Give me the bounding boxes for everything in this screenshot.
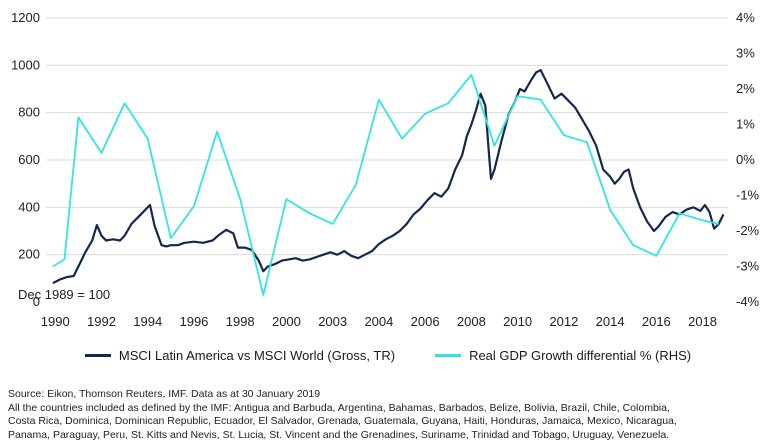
- footer-notes: Source: Eikon, Thomson Reuters, IMF. Dat…: [8, 388, 772, 442]
- right-tick-label: 1%: [736, 117, 755, 132]
- x-tick-label: 1994: [133, 314, 162, 329]
- x-axis-ticks: 1990 1992 1994 1996 1998 2000 2003 2004 2006 2008…: [41, 314, 717, 329]
- x-tick-label: 1998: [226, 314, 255, 329]
- left-tick-label: 400: [18, 199, 40, 214]
- right-tick-label: 0%: [736, 152, 755, 167]
- x-tick-label: 1992: [87, 314, 116, 329]
- left-tick-label: 1000: [11, 57, 40, 72]
- series-line-msci: [52, 68, 725, 285]
- right-tick-label: -2%: [736, 223, 760, 238]
- source-note: Source: Eikon, Thomson Reuters, IMF. Dat…: [8, 388, 321, 400]
- right-axis-ticks: -4% -3% -2% -1% 0% 1% 2% 3% 4%: [736, 10, 760, 309]
- left-tick-label: 1200: [11, 10, 40, 25]
- x-tick-label: 1996: [179, 314, 208, 329]
- left-tick-label: 200: [18, 247, 40, 262]
- x-tick-label: 2018: [688, 314, 717, 329]
- countries-note-3: Panama, Paraguay, Peru, St. Kitts and Ne…: [8, 428, 670, 441]
- x-tick-label: 2000: [272, 314, 301, 329]
- right-tick-label: -3%: [736, 259, 760, 274]
- left-tick-label: 800: [18, 105, 40, 120]
- right-tick-label: 4%: [736, 10, 755, 25]
- series-lines: [52, 68, 725, 296]
- x-tick-label: 2006: [411, 314, 440, 329]
- x-tick-label: 2016: [642, 314, 671, 329]
- x-tick-label: 2010: [503, 314, 532, 329]
- legend-item-gdp: Real GDP Growth differential % (RHS): [435, 348, 691, 363]
- legend-label-msci: MSCI Latin America vs MSCI World (Gross,…: [118, 347, 396, 363]
- legend-swatch-gdp: [435, 353, 462, 357]
- right-tick-label: -4%: [736, 294, 760, 309]
- x-tick-label: 2003: [318, 314, 347, 329]
- legend-label-gdp: Real GDP Growth differential % (RHS): [469, 347, 692, 363]
- right-tick-label: 3%: [736, 46, 755, 61]
- x-tick-label: 2012: [549, 314, 578, 329]
- left-tick-label: 0: [33, 294, 40, 309]
- right-tick-label: 2%: [736, 81, 755, 96]
- x-tick-label: 2004: [364, 314, 393, 329]
- x-tick-label: 2014: [596, 314, 625, 329]
- x-tick-label: 2008: [457, 314, 486, 329]
- countries-note-1: All the countries included as defined by…: [8, 401, 670, 414]
- line-chart: 0 200 400 600 800 1000 1200 -4% -3% -2% -1% 0% 1% 2%…: [11, 10, 760, 329]
- legend-item-msci: MSCI Latin America vs MSCI World (Gross,…: [84, 347, 396, 363]
- x-tick-label: 1990: [41, 314, 70, 329]
- left-tick-label: 600: [18, 152, 40, 167]
- right-tick-label: -1%: [736, 188, 760, 203]
- countries-note-2: Costa Rica, Dominica, Dominican Republic…: [8, 415, 677, 427]
- left-axis-ticks: 0 200 400 600 800 1000 1200: [11, 10, 40, 309]
- legend-swatch-msci: [84, 353, 111, 357]
- legend: MSCI Latin America vs MSCI World (Gross,…: [0, 344, 776, 366]
- series-line-gdp: [52, 73, 719, 296]
- gridlines: [46, 17, 728, 256]
- base-annotation: Dec 1989 = 100: [18, 287, 110, 302]
